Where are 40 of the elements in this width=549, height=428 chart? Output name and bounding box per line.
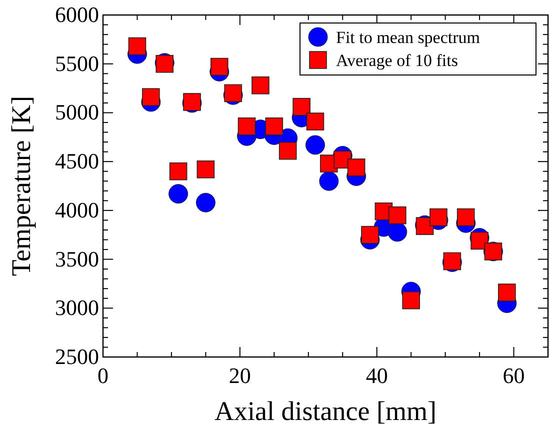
y-tick-label: 5500 (55, 50, 99, 76)
x-tick-label: 40 (366, 363, 388, 388)
x-tick-label: 0 (98, 363, 108, 388)
point (196, 160, 215, 178)
point (361, 226, 379, 244)
point (142, 88, 160, 106)
point (306, 112, 324, 130)
y-tick-label: 6000 (55, 2, 99, 27)
legend-label: Fit to mean spectrum (336, 28, 480, 47)
point (169, 162, 188, 180)
point (388, 206, 406, 224)
point (265, 117, 284, 136)
point (319, 171, 339, 191)
y-tick-label: 2500 (55, 344, 99, 369)
point (292, 98, 310, 116)
y-axis-title: Temperature [K] (6, 96, 36, 276)
point (402, 291, 420, 310)
point (252, 76, 270, 94)
point (168, 184, 188, 204)
x-tick-label: 20 (228, 363, 251, 388)
point (347, 158, 366, 176)
y-tick-label: 3000 (55, 295, 99, 320)
y-tick-label: 3500 (55, 246, 99, 272)
point (498, 284, 516, 302)
point (238, 117, 256, 136)
point (456, 208, 475, 226)
legend-label: Average of 10 fits (336, 51, 458, 70)
y-tick-label: 5000 (55, 100, 99, 125)
point (388, 222, 408, 242)
point (278, 142, 297, 160)
point (196, 192, 216, 212)
point (210, 58, 228, 76)
x-axis-title: Axial distance [mm] (214, 396, 436, 426)
point (470, 232, 488, 250)
x-tick-label: 60 (502, 363, 525, 388)
y-tick-label: 4000 (55, 197, 99, 222)
point (305, 135, 325, 155)
point (430, 208, 448, 226)
point (128, 37, 146, 56)
y-tick-label: 4500 (55, 148, 99, 174)
